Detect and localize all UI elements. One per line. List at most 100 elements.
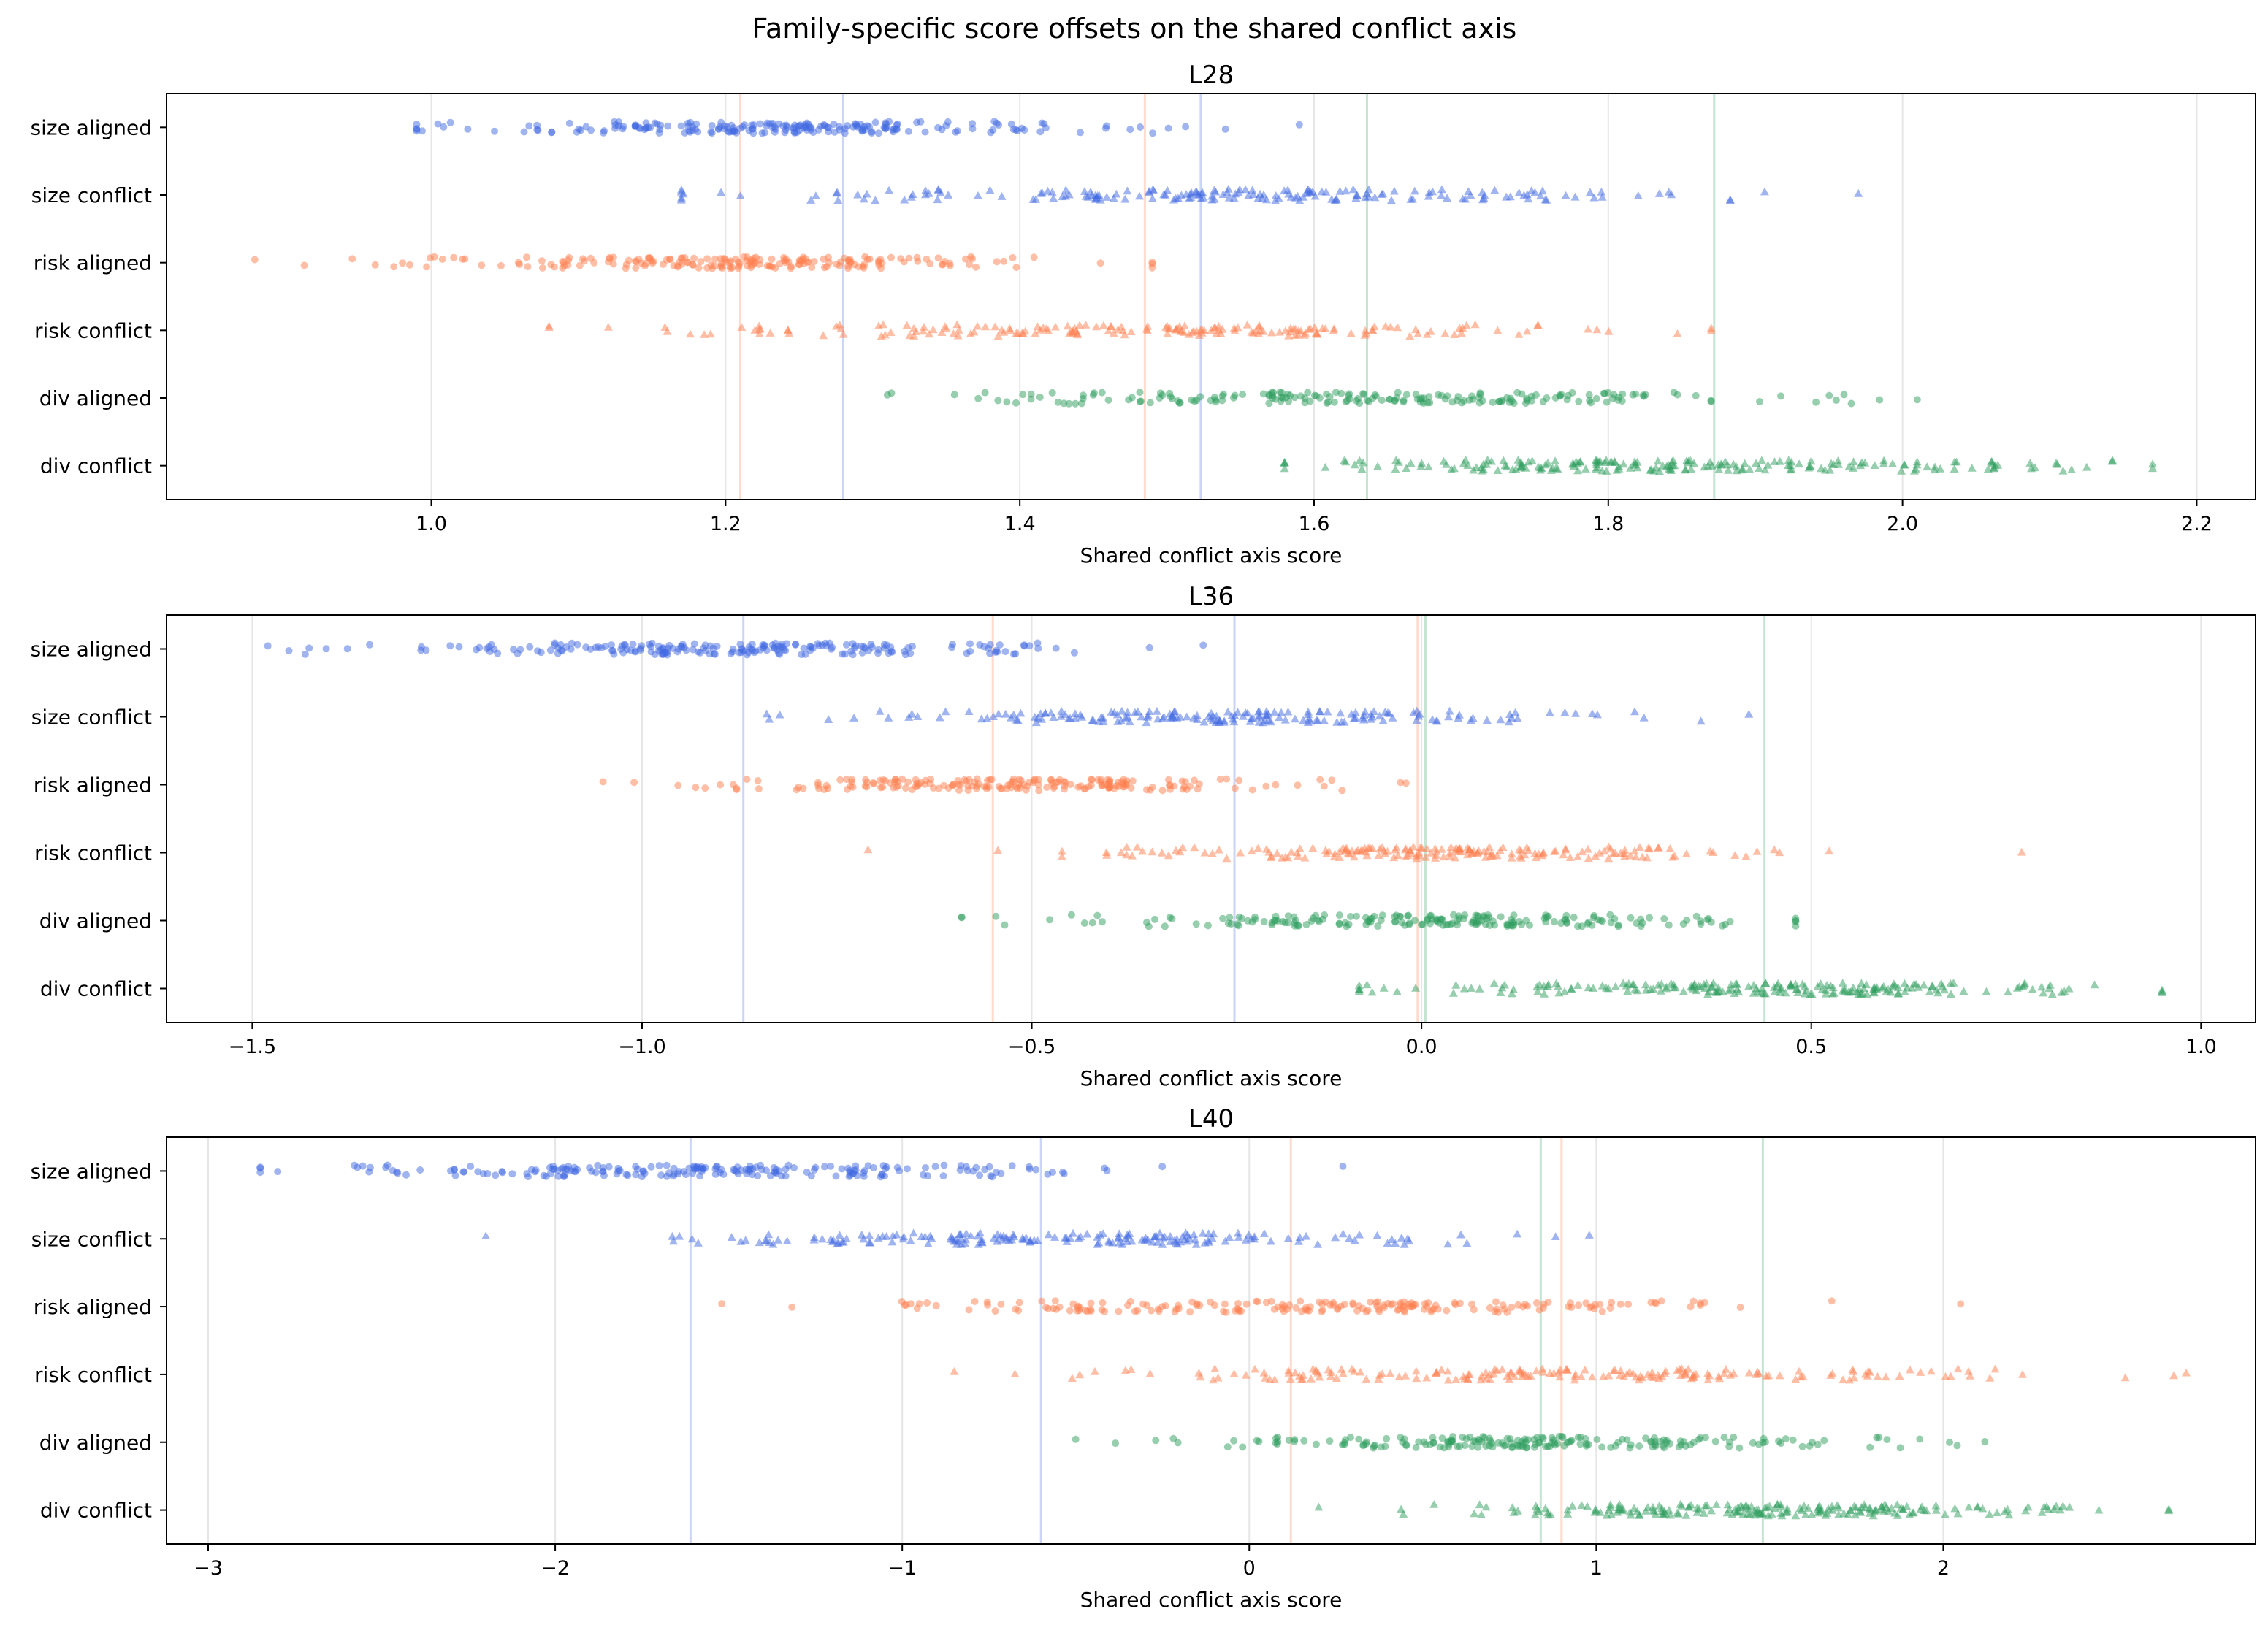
data-point (1863, 990, 1872, 998)
data-point (924, 188, 933, 197)
data-point (1001, 921, 1009, 929)
data-point (1485, 842, 1494, 851)
data-point (1959, 987, 1969, 995)
data-point (1633, 191, 1643, 199)
data-point (1166, 914, 1174, 922)
data-point (718, 264, 726, 272)
data-point (1137, 712, 1146, 721)
data-point (1782, 1504, 1792, 1513)
data-point (1294, 1236, 1303, 1245)
data-point (838, 1165, 846, 1173)
data-point (1066, 1307, 1074, 1315)
data-point (1795, 459, 1804, 468)
data-point (1072, 399, 1080, 408)
y-tick-label: size aligned (31, 638, 152, 662)
data-point (1115, 1307, 1123, 1315)
data-point (939, 261, 947, 269)
data-point (863, 845, 873, 854)
data-point (1600, 458, 1610, 466)
data-point (706, 329, 715, 338)
data-point (1432, 716, 1441, 725)
data-point (1723, 460, 1732, 469)
data-point (1919, 980, 1928, 989)
data-point (1216, 776, 1224, 784)
data-point (1360, 390, 1368, 398)
data-point (743, 776, 751, 784)
data-point (1983, 464, 1993, 473)
data-point (1191, 1239, 1201, 1248)
data-point (1357, 464, 1367, 473)
data-point (608, 641, 615, 649)
data-point (693, 1239, 703, 1247)
data-point (1398, 919, 1406, 927)
data-point (686, 128, 694, 136)
data-point (1050, 784, 1058, 792)
data-point (913, 253, 921, 261)
figure-title: Family-specific score offsets on the sha… (752, 12, 1517, 45)
data-point (993, 846, 1003, 854)
data-point (1031, 776, 1039, 784)
data-point (1405, 919, 1413, 928)
data-point (1362, 1308, 1370, 1316)
data-point (1012, 264, 1020, 272)
data-point (1900, 987, 1909, 995)
data-point (743, 1169, 751, 1177)
data-point (1587, 709, 1597, 717)
data-point (1291, 331, 1300, 339)
data-point (322, 645, 330, 653)
data-point (867, 641, 875, 649)
data-point (1438, 1434, 1446, 1442)
data-point (817, 1234, 827, 1243)
data-point (1281, 919, 1289, 927)
data-point (760, 1236, 770, 1244)
data-point (966, 640, 974, 648)
data-point (659, 261, 667, 268)
data-point (1253, 1298, 1261, 1306)
data-point (1912, 457, 1922, 466)
data-point (546, 646, 554, 654)
data-point (1269, 708, 1279, 716)
data-point (1727, 984, 1736, 993)
data-point (1335, 186, 1345, 195)
data-point (1505, 1375, 1514, 1383)
data-point (1093, 1232, 1102, 1241)
data-point (1148, 260, 1156, 268)
data-point (993, 332, 1003, 340)
data-point (1031, 329, 1040, 337)
data-point (1905, 1365, 1914, 1374)
data-point (1323, 707, 1332, 716)
data-point (1447, 465, 1456, 473)
data-point (810, 1166, 818, 1174)
data-point (1824, 1504, 1833, 1513)
data-point (942, 324, 951, 333)
data-point (949, 329, 958, 337)
data-point (1381, 849, 1390, 857)
data-point (844, 264, 852, 272)
data-point (1616, 1300, 1624, 1308)
data-point (533, 126, 541, 134)
data-point (1607, 919, 1615, 927)
series-size-aligned (264, 639, 1207, 659)
data-point (2044, 984, 2054, 993)
data-point (1170, 782, 1178, 790)
data-point (991, 1307, 999, 1315)
data-point (1479, 194, 1489, 202)
data-point (1391, 397, 1399, 405)
data-point (1497, 1365, 1507, 1373)
data-point (1213, 1373, 1223, 1382)
data-point (733, 784, 741, 792)
data-point (1981, 1438, 1989, 1445)
data-point (1608, 849, 1618, 857)
data-point (1496, 715, 1505, 724)
data-point (1437, 844, 1446, 853)
data-point (1598, 1443, 1606, 1451)
data-point (655, 1162, 663, 1170)
data-point (1283, 853, 1293, 862)
data-point (1466, 716, 1475, 724)
data-point (1271, 191, 1280, 199)
data-point (994, 709, 1003, 718)
data-point (1154, 1305, 1162, 1313)
data-point (1102, 122, 1110, 130)
data-point (1745, 1510, 1755, 1518)
